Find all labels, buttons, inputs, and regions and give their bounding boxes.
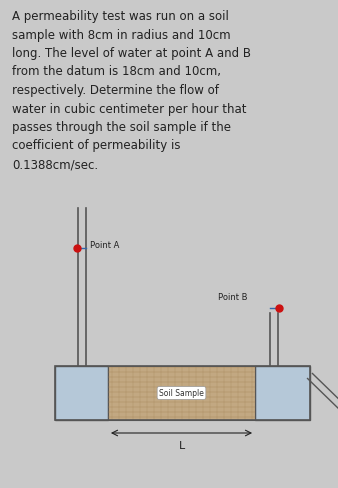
Text: Point B: Point B [218, 293, 247, 302]
Bar [55, 366, 108, 420]
Text: Soil Sample: Soil Sample [159, 388, 204, 398]
Text: A permeability test was run on a soil
sample with 8cm in radius and 10cm
long. T: A permeability test was run on a soil sa… [12, 10, 251, 171]
Bar [255, 366, 310, 420]
Text: L: L [178, 441, 185, 451]
Bar [108, 366, 255, 420]
Text: Point A: Point A [90, 242, 119, 250]
Bar [55, 366, 310, 420]
